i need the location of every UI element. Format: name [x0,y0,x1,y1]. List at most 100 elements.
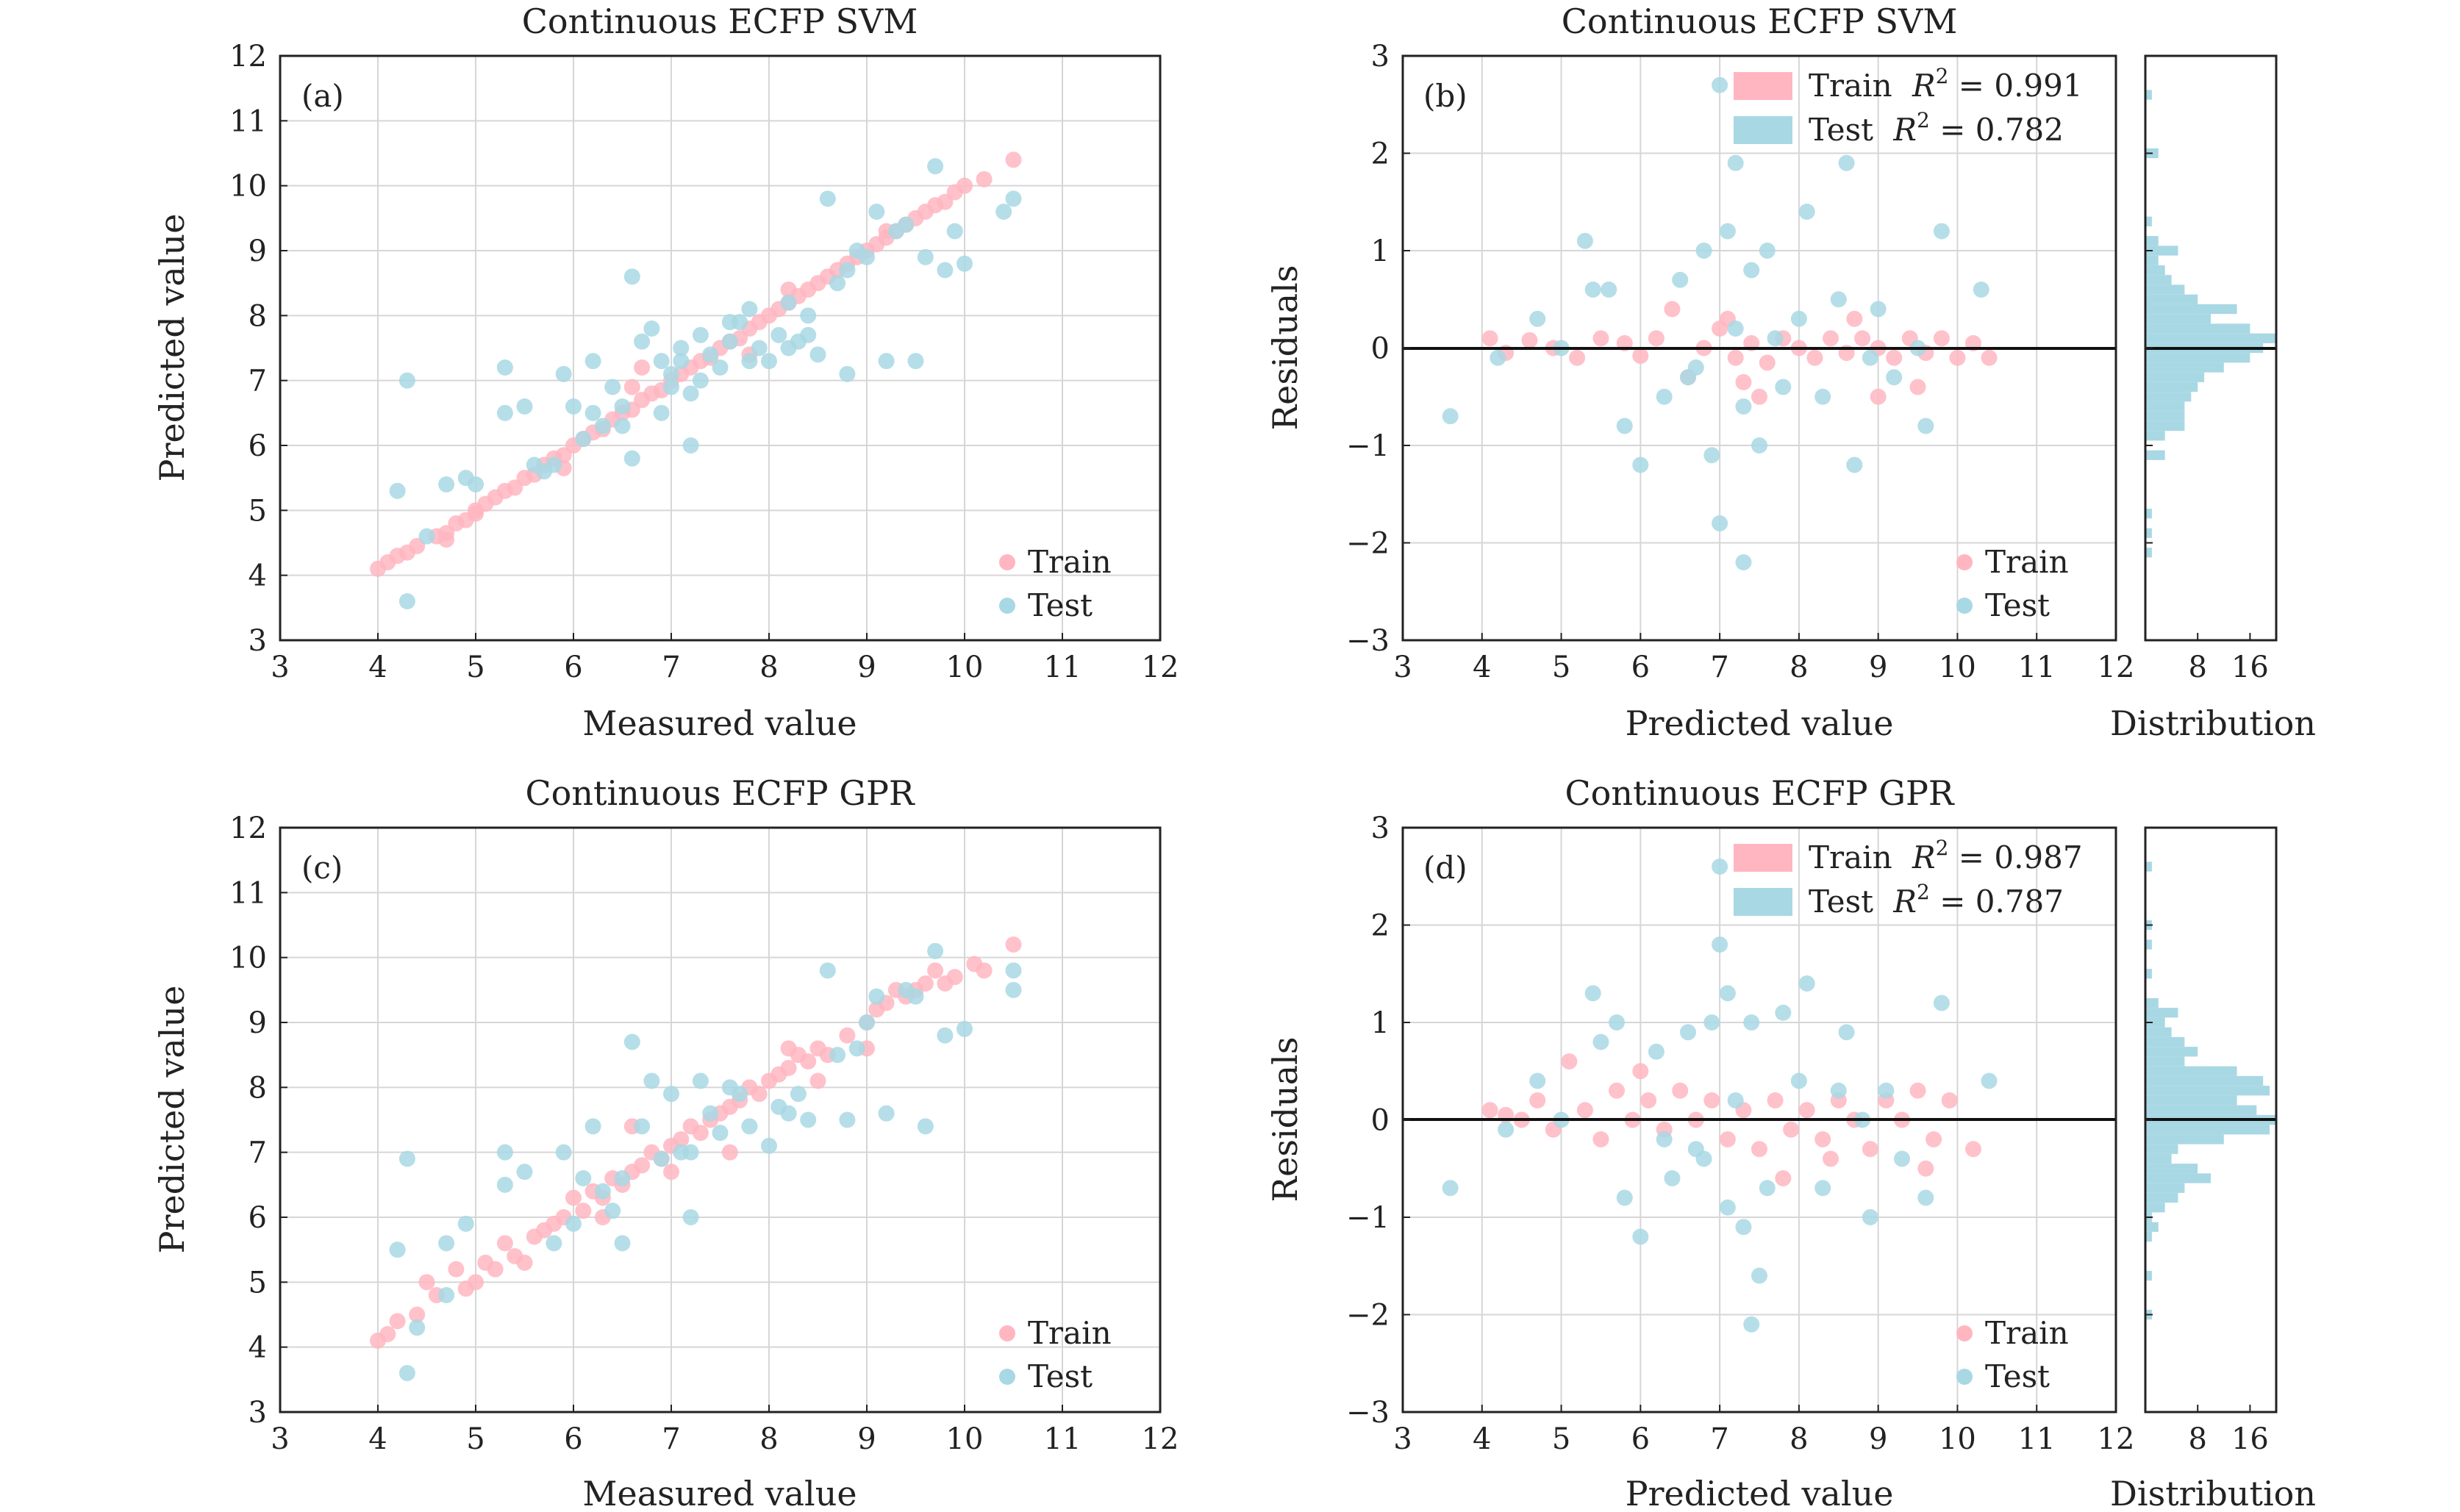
panel-a-test-point [898,216,915,233]
panel-b-test-point [1703,447,1720,464]
panel-b-x-tick-label: 11 [2018,651,2056,684]
panel-d-test-point [1719,1199,1736,1216]
panel-c-legend-train-marker [999,1325,1015,1341]
panel-c-train-point [780,1040,797,1057]
panel-d-train-point [1481,1102,1498,1119]
panel-a-test-point [721,314,738,331]
panel-d-test-point [1609,1014,1625,1031]
panel-c-title: Continuous ECFP GPR [525,773,915,813]
panel-a-test-point [673,353,690,370]
panel-d-train-point [1814,1131,1831,1147]
panel-c-test-point [957,1020,973,1037]
panel-c-train-point [927,962,944,979]
panel-c-test-point [663,1086,679,1103]
panel-a-x-axis-label: Measured value [582,703,857,743]
panel-b-x-axis-label: Predicted value [1626,703,1894,743]
panel-c-train-point [516,1254,533,1271]
panel-c-legend-train: Train [1028,1315,1112,1351]
panel-c-train-point [946,969,963,986]
panel-a-train-point [634,359,651,376]
panel-d-test-point [1727,1092,1744,1108]
panel-c-y-tick-label: 9 [248,1006,267,1040]
panel-a-x-ticks: 3 4 5 6 7 8 9 10 11 12 [271,633,1179,684]
panel-b-x-tick-label: 10 [1939,651,1976,684]
panel-a-test-point [839,365,856,382]
panel-c-test-point [761,1137,777,1154]
panel-d-legend-train: Train [1985,1315,2069,1351]
panel-c-train-point [448,1261,465,1278]
panel-a-test-point [907,353,924,370]
panel-c-test-point [614,1170,631,1186]
panel-b-test-point [1735,554,1752,570]
panel-c-train-point [800,1053,817,1069]
panel-d-train-point [1917,1160,1934,1177]
panel-b-test-point [1727,154,1744,171]
panel-a-train-point [976,171,993,187]
panel-d-test-point [1743,1014,1760,1031]
panel-c-x-tick-label: 9 [857,1422,876,1456]
panel-b-train-point [1664,301,1681,318]
panel-a-test-point [584,404,601,421]
panel-c-train-point [721,1144,738,1161]
panel-d-y-ticks: −3 −2 −1 0 1 2 3 [1346,811,1410,1430]
panel-b-test-point [1601,282,1617,298]
panel-d-test-point [1616,1189,1633,1206]
panel-a-test-point [565,398,582,415]
panel-a-test-point [712,359,729,376]
panel-c-train-point [780,1059,797,1076]
panel-a-test-point [496,404,513,421]
panel-d-distribution-bar [2145,1173,2211,1183]
panel-b-distribution-bar [2145,90,2152,100]
panel-b-distribution-bar [2145,450,2165,460]
panel-d-stats-legend: Train R2 = 0.987 Test R2 = 0.787 [1734,836,2083,920]
panel-c-test-point [741,1118,758,1135]
panel-b-distribution-bar [2145,246,2178,256]
panel-d-distribution-bar [2145,1203,2165,1213]
panel-b-distribution-bar [2145,431,2165,441]
panel-a-test-point [692,372,709,389]
panel-d-stats-test-r2: 0.787 [1975,884,2064,920]
panel-d-y-tick-label: −1 [1346,1201,1390,1235]
panel-a-test-point [614,418,631,434]
panel-b-y-tick-label: 0 [1371,332,1390,366]
panel-b-distribution-bar [2145,381,2198,393]
panel-a-test-point [584,353,601,370]
panel-d-label: (d) [1423,850,1467,886]
panel-a-test-point [946,223,963,240]
panel-a-y-tick-label: 5 [248,494,267,528]
panel-a-test-point [682,437,699,454]
panel-a-legend-test-marker [999,598,1015,614]
panel-d-y-tick-label: −3 [1346,1396,1390,1430]
panel-c-test-point [555,1144,572,1161]
panel-b-distribution-bar [2145,314,2211,324]
panel-d-test-point [1775,1004,1792,1021]
panel-d-y-tick-label: 0 [1371,1104,1390,1138]
panel-c-y-ticks: 3 4 5 6 7 8 9 10 11 12 [229,811,287,1430]
panel-d-distribution-bar [2145,1222,2159,1232]
panel-c-train-point [468,1274,484,1291]
panel-a-test-point [937,262,954,279]
panel-d-stats-train-prefix: Train [1809,839,1892,875]
panel-a-test-point [692,326,709,343]
panel-d-train-point [1592,1131,1609,1147]
panel-c-train-point [565,1189,582,1206]
panel-c-y-tick-label: 4 [248,1331,267,1365]
panel-d-test-point [1632,1228,1649,1245]
panel-b-test-point [1775,379,1792,395]
panel-d-x-tick-label: 5 [1552,1422,1570,1456]
panel-a-test-point [575,431,592,448]
panel-d-train-point [1965,1141,1981,1158]
panel-d-distribution-bar [2145,1027,2172,1037]
panel-d-distribution-bar [2145,969,2152,979]
panel-a-test-point [468,476,484,492]
panel-c-test-point [575,1170,592,1186]
panel-c-train-point [496,1235,513,1252]
panel-d-test-point [1759,1180,1776,1197]
panel-a-y-tick-label: 10 [229,170,267,204]
panel-d-x-axis-label: Predicted value [1626,1474,1894,1512]
panel-b-legend-train-marker [1956,554,1973,570]
panel-c-train-point [673,1131,690,1147]
panel-b-stats-train: Train R2 = 0.991 [1809,64,2083,104]
panel-d-test-point [1648,1043,1665,1060]
panel-c-train-point [409,1306,426,1323]
